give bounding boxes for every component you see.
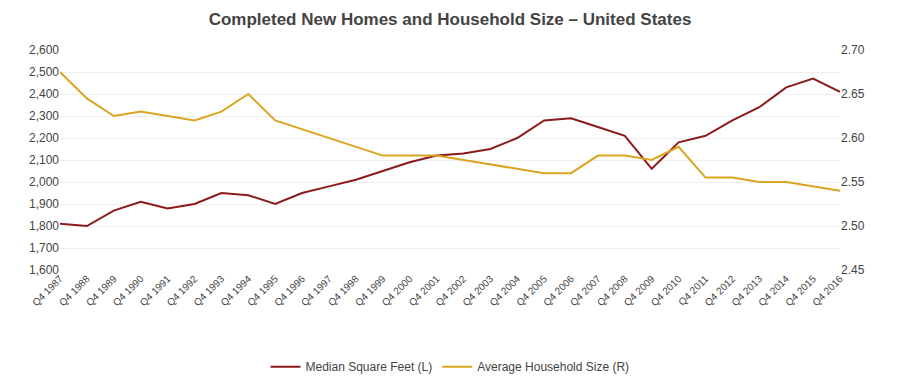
svg-text:Median Square Feet (L): Median Square Feet (L) bbox=[306, 360, 433, 374]
svg-text:1,600: 1,600 bbox=[29, 263, 59, 277]
svg-text:Q4 2015: Q4 2015 bbox=[783, 273, 818, 308]
svg-text:2,000: 2,000 bbox=[29, 175, 59, 189]
svg-text:Q4 2009: Q4 2009 bbox=[622, 273, 657, 308]
svg-text:2.45: 2.45 bbox=[841, 263, 865, 277]
svg-text:Q4 1995: Q4 1995 bbox=[245, 273, 280, 308]
svg-text:Q4 1994: Q4 1994 bbox=[218, 273, 253, 308]
svg-text:2.50: 2.50 bbox=[841, 219, 865, 233]
svg-text:Q4 2003: Q4 2003 bbox=[460, 273, 495, 308]
svg-text:1,900: 1,900 bbox=[29, 197, 59, 211]
svg-text:Completed New Homes and Househ: Completed New Homes and Household Size –… bbox=[209, 10, 692, 29]
svg-text:Q4 2007: Q4 2007 bbox=[568, 273, 603, 308]
svg-text:Q4 2002: Q4 2002 bbox=[433, 273, 468, 308]
svg-text:2.70: 2.70 bbox=[841, 43, 865, 57]
svg-text:Q4 1991: Q4 1991 bbox=[138, 273, 173, 308]
svg-text:Q4 1989: Q4 1989 bbox=[84, 273, 119, 308]
svg-text:Q4 2004: Q4 2004 bbox=[487, 273, 522, 308]
svg-text:Q4 1988: Q4 1988 bbox=[57, 273, 92, 308]
svg-text:Q4 2012: Q4 2012 bbox=[702, 273, 737, 308]
svg-text:1,800: 1,800 bbox=[29, 219, 59, 233]
svg-text:Q4 2016: Q4 2016 bbox=[810, 273, 845, 308]
svg-text:Q4 1992: Q4 1992 bbox=[165, 273, 200, 308]
svg-text:Q4 1990: Q4 1990 bbox=[111, 273, 146, 308]
svg-text:Q4 2013: Q4 2013 bbox=[729, 273, 764, 308]
svg-text:2,500: 2,500 bbox=[29, 65, 59, 79]
svg-text:Q4 2001: Q4 2001 bbox=[407, 273, 442, 308]
svg-text:Q4 2005: Q4 2005 bbox=[514, 273, 549, 308]
svg-text:2,600: 2,600 bbox=[29, 43, 59, 57]
svg-text:Q4 1996: Q4 1996 bbox=[272, 273, 307, 308]
svg-text:1,700: 1,700 bbox=[29, 241, 59, 255]
svg-text:2,100: 2,100 bbox=[29, 153, 59, 167]
svg-text:2.55: 2.55 bbox=[841, 175, 865, 189]
svg-text:Q4 1987: Q4 1987 bbox=[30, 273, 65, 308]
svg-text:2.65: 2.65 bbox=[841, 87, 865, 101]
svg-text:Q4 2008: Q4 2008 bbox=[595, 273, 630, 308]
svg-text:Q4 2010: Q4 2010 bbox=[649, 273, 684, 308]
svg-text:Q4 2000: Q4 2000 bbox=[380, 273, 415, 308]
svg-text:2,200: 2,200 bbox=[29, 131, 59, 145]
svg-text:Q4 1997: Q4 1997 bbox=[299, 273, 334, 308]
svg-text:Q4 2006: Q4 2006 bbox=[541, 273, 576, 308]
svg-text:Q4 2014: Q4 2014 bbox=[756, 273, 791, 308]
svg-text:2,300: 2,300 bbox=[29, 109, 59, 123]
svg-text:Q4 2011: Q4 2011 bbox=[676, 273, 711, 308]
svg-text:Q4 1998: Q4 1998 bbox=[326, 273, 361, 308]
svg-text:2,400: 2,400 bbox=[29, 87, 59, 101]
svg-text:Q4 1999: Q4 1999 bbox=[353, 273, 388, 308]
svg-text:Average Household Size (R): Average Household Size (R) bbox=[477, 360, 629, 374]
svg-text:2.60: 2.60 bbox=[841, 131, 865, 145]
svg-text:Q4 1993: Q4 1993 bbox=[191, 273, 226, 308]
